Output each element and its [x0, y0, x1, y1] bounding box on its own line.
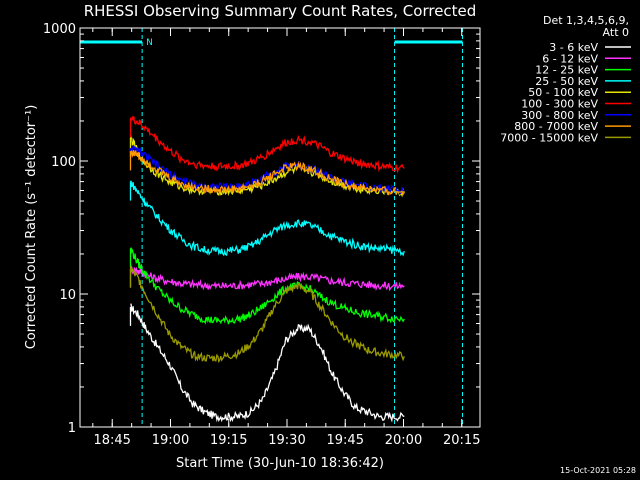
series-line-1 [129, 264, 405, 292]
legend-label-6: 300 - 800 keV [521, 109, 598, 122]
x-tick-label-5: 20:00 [385, 433, 422, 448]
x-tick-label-3: 19:30 [268, 433, 305, 448]
series-line-7 [129, 150, 405, 196]
y-axis-label: Corrected Count Rate (s⁻¹ detector⁻¹) [24, 105, 39, 350]
night-markers: N [80, 28, 464, 427]
legend-label-4: 50 - 100 keV [528, 86, 598, 99]
series-line-0 [130, 303, 405, 423]
x-tick-label-2: 19:15 [210, 433, 247, 448]
y-tick-label-3: 1000 [43, 22, 76, 37]
series-group [129, 115, 405, 423]
night-label: N [146, 38, 153, 48]
x-tick-label-0: 18:45 [93, 433, 130, 448]
x-tick-label-6: 20:15 [443, 433, 480, 448]
x-tick-label-1: 19:00 [152, 433, 189, 448]
legend-header-line1: Det 1,3,4,5,6,9, [543, 14, 629, 27]
plot-frame [79, 27, 481, 428]
y-tick-label-1: 10 [59, 288, 76, 303]
y-tick-label-0: 1 [68, 421, 76, 436]
series-line-5 [129, 115, 405, 174]
legend-label-1: 6 - 12 keV [542, 52, 598, 65]
legend-label-8: 7000 - 15000 keV [500, 131, 598, 144]
series-line-2 [129, 247, 405, 325]
chart-title: RHESSI Observing Summary Count Rates, Co… [84, 2, 477, 20]
x-tick-label-4: 19:45 [327, 433, 364, 448]
timestamp: 15-Oct-2021 05:28 [560, 466, 636, 475]
series-line-8 [129, 266, 405, 364]
legend-label-3: 25 - 50 keV [535, 75, 598, 88]
legend-header-line2: Att 0 [603, 26, 629, 39]
legend-label-2: 12 - 25 keV [535, 64, 598, 77]
x-axis-label: Start Time (30-Jun-10 18:36:42) [176, 456, 384, 471]
legend-label-7: 800 - 7000 keV [514, 120, 598, 133]
axis-ticks: 18:45 19:00 19:15 19:30 19:45 20:00 20:15 1 10 10… [43, 22, 481, 448]
series-line-3 [130, 180, 405, 257]
y-tick-label-2: 100 [51, 155, 76, 170]
legend-label-5: 100 - 300 keV [521, 98, 598, 111]
legend-label-0: 3 - 6 keV [549, 41, 598, 54]
